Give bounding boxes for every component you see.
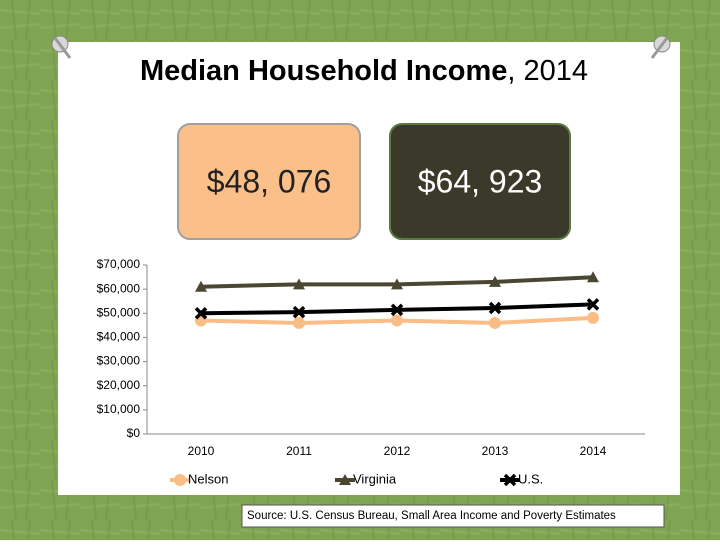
source-box (241, 504, 665, 528)
marker (292, 305, 306, 319)
marker (293, 278, 305, 290)
legend-label: Virginia (353, 471, 397, 486)
y-tick-label: $40,000 (97, 330, 141, 344)
callout: $48, 076 (207, 163, 332, 199)
title-suffix: , 2014 (507, 55, 588, 87)
slide-panel (58, 42, 680, 495)
y-tick-label: $10,000 (97, 402, 141, 416)
marker (587, 271, 599, 283)
y-tick-label: $70,000 (97, 257, 141, 271)
chart-title: Median Household Income, 2014 (140, 55, 588, 87)
marker (488, 301, 502, 315)
legend-marker (339, 474, 351, 485)
legend-marker (503, 473, 517, 487)
source: Source: U.S. Census Bureau, Small Area I… (247, 510, 616, 522)
y-tick-label: $60,000 (97, 281, 141, 295)
legend-label: U.S. (518, 471, 543, 486)
pins (51, 35, 671, 59)
marker (489, 275, 501, 287)
x-tick-label: 2014 (580, 444, 607, 458)
x-tick-label: 2010 (188, 444, 215, 458)
x-tick-label: 2013 (482, 444, 509, 458)
marker (489, 316, 501, 329)
y-tick-label: $20,000 (97, 378, 141, 392)
title-bold: Median Household Income (140, 55, 507, 87)
callout-box (389, 123, 571, 240)
y-tick-label: $0 (127, 426, 141, 440)
marker (586, 298, 600, 311)
marker (587, 311, 599, 324)
marker (391, 278, 403, 290)
y-tick-label: $30,000 (97, 354, 141, 368)
legend-label: Nelson (188, 471, 228, 486)
legend-marker (174, 474, 186, 486)
callout: $64, 923 (418, 163, 543, 199)
x-tick-label: 2012 (384, 444, 411, 458)
marker (195, 280, 207, 292)
marker (293, 316, 305, 329)
marker (391, 314, 403, 327)
x-tick-label: 2011 (286, 444, 312, 458)
callout-box (177, 123, 361, 240)
marker (194, 307, 208, 320)
marker (390, 303, 404, 317)
y-tick-label: $50,000 (97, 305, 141, 319)
